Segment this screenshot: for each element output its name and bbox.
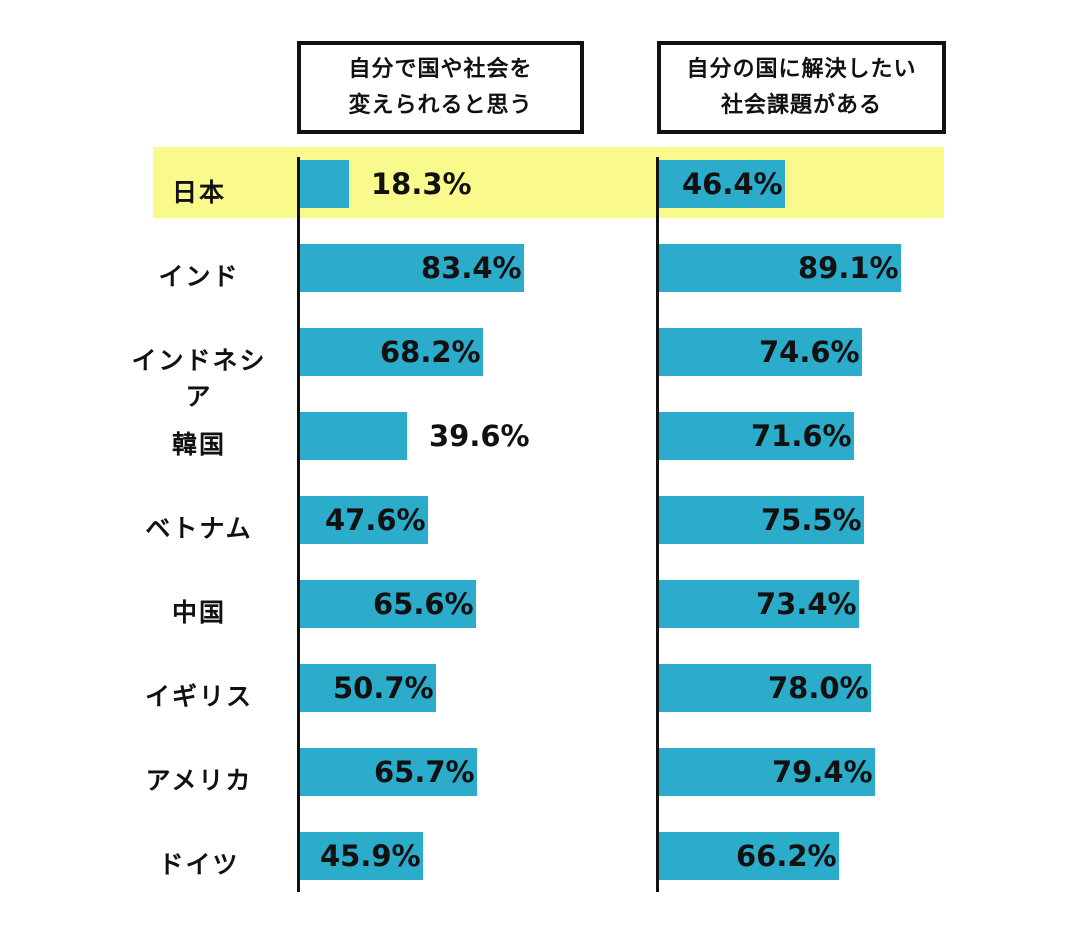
bar-series-2 xyxy=(659,412,854,460)
value-label-series-1: 45.9% xyxy=(320,839,421,873)
value-label-series-2: 74.6% xyxy=(759,335,860,369)
value-label-series-1: 18.3% xyxy=(371,167,472,201)
bar-series-1 xyxy=(300,496,428,544)
value-label-series-2: 66.2% xyxy=(736,839,837,873)
series-1-axis-line xyxy=(297,157,300,892)
value-label-series-1: 83.4% xyxy=(421,251,522,285)
value-label-series-2: 71.6% xyxy=(751,419,852,453)
bar-series-1 xyxy=(300,664,436,712)
bar-series-1 xyxy=(300,580,476,628)
value-label-series-2: 78.0% xyxy=(768,671,869,705)
bar-series-2 xyxy=(659,328,862,376)
value-label-series-1: 65.6% xyxy=(373,587,474,621)
value-label-series-2: 89.1% xyxy=(798,251,899,285)
bar-series-2 xyxy=(659,496,864,544)
bar-series-1 xyxy=(300,328,483,376)
japan-row-highlight xyxy=(153,147,944,218)
value-label-series-2: 46.4% xyxy=(682,167,783,201)
series-1-header-line-2: 変えられると思う xyxy=(348,92,533,118)
bar-series-2 xyxy=(659,664,871,712)
category-label: アメリカ xyxy=(145,766,253,795)
category-label: ドイツ xyxy=(158,850,240,879)
series-1-header: 自分で国や社会を 変えられると思う xyxy=(297,41,584,134)
value-label-series-2: 73.4% xyxy=(756,587,857,621)
value-label-series-1: 65.7% xyxy=(374,755,475,789)
value-label-series-1: 39.6% xyxy=(429,419,530,453)
bar-series-2 xyxy=(659,160,785,208)
series-2-header-line-2: 社会課題がある xyxy=(720,92,882,118)
value-label-series-1: 50.7% xyxy=(333,671,434,705)
category-label: インドネシア xyxy=(131,346,267,411)
category-label: ベトナム xyxy=(145,514,253,543)
series-2-header-line-1: 自分の国に解決したい xyxy=(686,56,917,82)
series-1-header-line-1: 自分で国や社会を xyxy=(348,56,533,82)
series-2-axis-line xyxy=(656,157,659,892)
value-label-series-2: 79.4% xyxy=(772,755,873,789)
value-label-series-1: 47.6% xyxy=(325,503,426,537)
category-label: 中国 xyxy=(171,598,226,627)
bar-series-2 xyxy=(659,244,901,292)
category-label: 日本 xyxy=(171,178,226,207)
category-label: インド xyxy=(158,262,240,291)
bar-series-1 xyxy=(300,244,524,292)
bar-series-1 xyxy=(300,832,423,880)
bar-series-1 xyxy=(300,160,349,208)
category-label: イギリス xyxy=(144,682,253,711)
category-label: 韓国 xyxy=(171,430,226,459)
bar-series-1 xyxy=(300,748,477,796)
value-label-series-2: 75.5% xyxy=(761,503,862,537)
series-2-header: 自分の国に解決したい 社会課題がある xyxy=(657,41,946,134)
bar-series-2 xyxy=(659,832,839,880)
bar-series-2 xyxy=(659,748,875,796)
value-label-series-1: 68.2% xyxy=(380,335,481,369)
bar-series-2 xyxy=(659,580,859,628)
bar-series-1 xyxy=(300,412,407,460)
